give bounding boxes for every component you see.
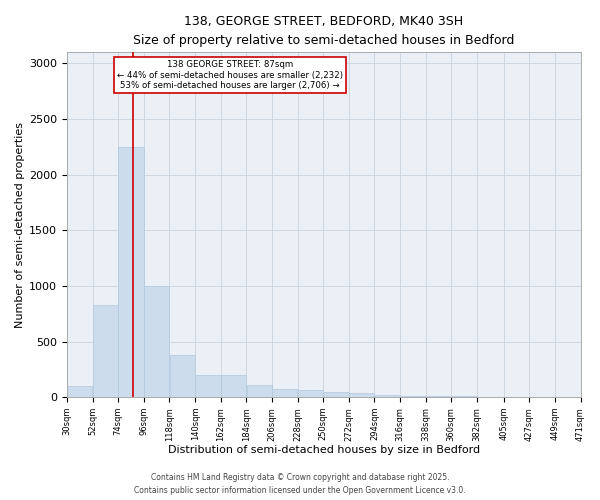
Y-axis label: Number of semi-detached properties: Number of semi-detached properties [15, 122, 25, 328]
Bar [374, 395, 400, 397]
Bar [451, 396, 476, 397]
Bar [221, 376, 246, 397]
Bar [349, 393, 374, 397]
Bar [323, 392, 349, 397]
Text: Contains HM Land Registry data © Crown copyright and database right 2025.
Contai: Contains HM Land Registry data © Crown c… [134, 474, 466, 495]
X-axis label: Distribution of semi-detached houses by size in Bedford: Distribution of semi-detached houses by … [167, 445, 480, 455]
Bar [195, 376, 221, 397]
Bar [93, 305, 118, 397]
Bar [144, 286, 169, 397]
Bar [170, 355, 195, 397]
Text: 138 GEORGE STREET: 87sqm
← 44% of semi-detached houses are smaller (2,232)
53% o: 138 GEORGE STREET: 87sqm ← 44% of semi-d… [117, 60, 343, 90]
Bar [400, 396, 425, 397]
Bar [426, 396, 451, 397]
Bar [272, 389, 298, 397]
Bar [118, 147, 143, 397]
Bar [67, 386, 92, 397]
Title: 138, GEORGE STREET, BEDFORD, MK40 3SH
Size of property relative to semi-detached: 138, GEORGE STREET, BEDFORD, MK40 3SH Si… [133, 15, 514, 47]
Bar [298, 390, 323, 397]
Bar [247, 385, 272, 397]
